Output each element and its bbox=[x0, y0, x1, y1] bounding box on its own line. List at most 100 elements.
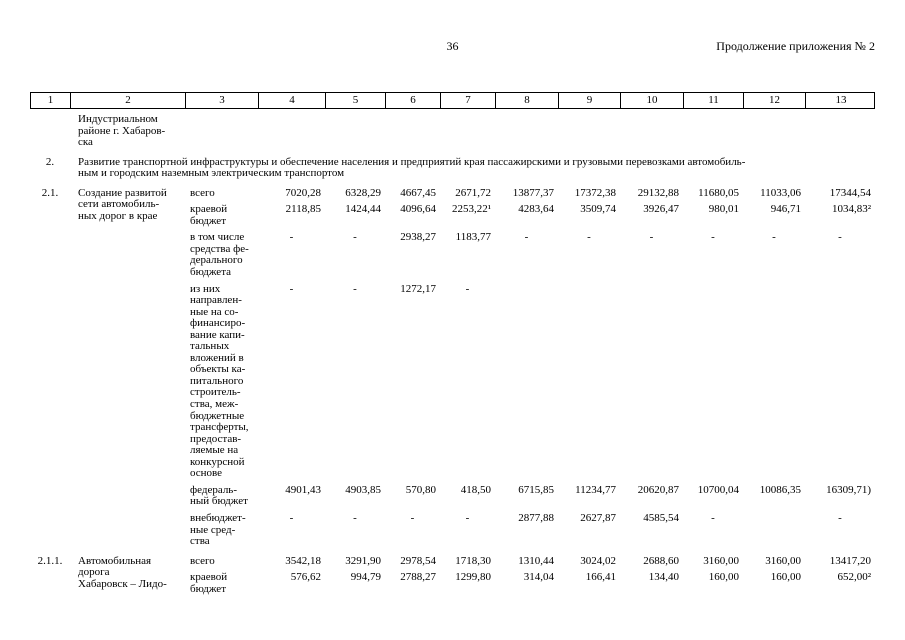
budget-row-label: внебюджет-ные сред-ства bbox=[190, 511, 246, 548]
value-cell: 160,00 bbox=[770, 571, 801, 584]
value-cell: 1034,83² bbox=[831, 203, 871, 216]
value-cell: 4903,85 bbox=[345, 483, 381, 496]
value-cell: 3291,90 bbox=[345, 554, 381, 567]
value-cell: 11680,05 bbox=[698, 186, 739, 199]
value-cell bbox=[620, 284, 683, 480]
row-name: Создание развитой сети автомобиль-ных дор… bbox=[78, 186, 167, 222]
table-sections: 2.1. Создание развитой сети автомобиль-ных… bbox=[30, 186, 875, 596]
value-cell: - bbox=[711, 511, 715, 524]
value-cell: 10700,04 bbox=[697, 483, 739, 496]
value-cell: 10086,35 bbox=[759, 483, 801, 496]
value-cell: - bbox=[587, 231, 591, 244]
column-number-5: 5 bbox=[326, 93, 386, 108]
budget-row: краевой бюджет 576,62 994,79 2788,27 1299,80 3… bbox=[185, 571, 875, 595]
value-cell: - bbox=[465, 511, 470, 524]
column-number-1: 1 bbox=[31, 93, 71, 108]
column-number-13: 13 bbox=[835, 94, 847, 106]
value-cell: 3926,47 bbox=[643, 203, 679, 216]
value-cell: 134,40 bbox=[648, 571, 679, 584]
value-cell: - bbox=[289, 231, 294, 244]
column-number-11: 11 bbox=[684, 93, 744, 108]
value-cell: - bbox=[649, 231, 654, 244]
section-2-row: 2. Развитие транспортной инфраструктуры … bbox=[30, 155, 875, 180]
budget-row: из них направлен-ные на со-финансиро-вани… bbox=[185, 282, 875, 480]
value-cell: 6715,85 bbox=[518, 483, 554, 496]
value-cell: 7020,28 bbox=[285, 186, 321, 199]
budget-row-label: краевой бюджет bbox=[190, 203, 228, 227]
row-number: 2.1.1. bbox=[37, 554, 63, 567]
column-number-10: 10 bbox=[621, 93, 684, 108]
carryover-row-name: Индустриальном районе г. Хабаров-ска bbox=[78, 113, 166, 149]
value-cell: 3160,00 bbox=[703, 554, 739, 567]
value-cell: 29132,88 bbox=[637, 186, 679, 199]
value-cell: - bbox=[353, 282, 357, 295]
value-cell: 11033,06 bbox=[760, 186, 801, 199]
section-2-number: 2. bbox=[45, 155, 55, 168]
value-cell: 2978,54 bbox=[400, 554, 436, 567]
value-cell: - bbox=[838, 511, 842, 524]
value-cell: 4585,54 bbox=[643, 511, 679, 524]
value-cell: - bbox=[289, 511, 294, 524]
value-cell: - bbox=[711, 231, 715, 244]
table-section-2-1: 2.1. Создание развитой сети автомобиль-ных… bbox=[30, 186, 875, 548]
budget-rows: всего 3542,18 3291,90 2978,54 1718,30 1310,44… bbox=[185, 554, 875, 596]
value-cell: 166,41 bbox=[585, 571, 616, 584]
value-cell: 2627,87 bbox=[580, 511, 616, 524]
value-cell: - bbox=[353, 511, 357, 524]
value-cell: 4901,43 bbox=[285, 483, 321, 496]
value-cell bbox=[805, 284, 875, 480]
value-cell: 980,01 bbox=[708, 203, 739, 216]
value-cell: 4667,45 bbox=[400, 186, 436, 199]
value-cell: 13417,20 bbox=[829, 554, 871, 567]
value-cell: 3160,00 bbox=[765, 554, 801, 567]
value-cell bbox=[683, 284, 743, 480]
budget-row-label: федераль-ный бюджет bbox=[190, 483, 248, 508]
value-cell: 1183,77 bbox=[455, 231, 491, 244]
value-cell bbox=[495, 284, 558, 480]
column-number-3: 3 bbox=[186, 93, 259, 108]
value-cell: 17344,54 bbox=[829, 186, 871, 199]
table-body: Индустриальном районе г. Хабаров-ска 2. Р… bbox=[30, 112, 875, 600]
row-name: Автомобильная дорога Хабаровск – Лидо- bbox=[78, 554, 167, 590]
value-cell: 994,79 bbox=[350, 571, 381, 584]
value-cell: 6328,29 bbox=[345, 186, 381, 199]
column-number-2: 2 bbox=[71, 93, 186, 108]
continuation-label: Продолжение приложения № 2 bbox=[716, 39, 875, 53]
value-cell: 1272,17 bbox=[400, 282, 436, 295]
page-header: 36 Продолжение приложения № 2 bbox=[30, 39, 876, 56]
value-cell: 11234,77 bbox=[575, 483, 616, 496]
budget-row-label: краевой бюджет bbox=[190, 571, 228, 595]
value-cell: 2938,27 bbox=[400, 231, 436, 244]
value-cell: - bbox=[465, 282, 470, 295]
budget-row-label: в том числе средства фе-дерального бюджета bbox=[190, 231, 249, 279]
value-cell: - bbox=[289, 282, 294, 295]
value-cell: 946,71 bbox=[770, 203, 801, 216]
column-number-7: 7 bbox=[441, 93, 496, 108]
budget-row: федераль-ный бюджет 4901,43 4903,85 570,80 4… bbox=[185, 483, 875, 508]
budget-row: всего 7020,28 6328,29 4667,45 2671,72 13877,3… bbox=[185, 186, 875, 200]
value-cell: 652,00² bbox=[837, 571, 871, 584]
value-cell: 3024,02 bbox=[580, 554, 616, 567]
value-cell: 13877,37 bbox=[512, 186, 554, 199]
budget-row-label: всего bbox=[190, 186, 215, 199]
value-cell: 20620,87 bbox=[637, 483, 679, 496]
value-cell: - bbox=[524, 231, 529, 244]
value-cell: 2788,27 bbox=[400, 571, 436, 584]
page-number: 36 bbox=[446, 39, 459, 53]
value-cell: - bbox=[353, 231, 357, 244]
section-2-title: Развитие транспортной инфраструктуры и о… bbox=[78, 155, 746, 180]
value-cell: 1718,30 bbox=[455, 554, 491, 567]
budget-rows: всего 7020,28 6328,29 4667,45 2671,72 13877,3… bbox=[185, 186, 875, 548]
value-cell: 1299,80 bbox=[455, 571, 491, 584]
column-number-8: 8 bbox=[496, 93, 559, 108]
column-number-6: 6 bbox=[386, 93, 441, 108]
value-cell: 418,50 bbox=[460, 483, 491, 496]
value-cell: 570,80 bbox=[405, 483, 436, 496]
value-cell: 2688,60 bbox=[643, 554, 679, 567]
value-cell: 314,04 bbox=[523, 571, 554, 584]
column-number-9: 9 bbox=[559, 93, 621, 108]
value-cell: - bbox=[772, 231, 776, 244]
table-column-header-row: 1 2 3 4 5 6 7 8 9 10 11 12 13 bbox=[30, 92, 875, 109]
value-cell: 4283,64 bbox=[518, 203, 554, 216]
value-cell: - bbox=[410, 511, 415, 524]
